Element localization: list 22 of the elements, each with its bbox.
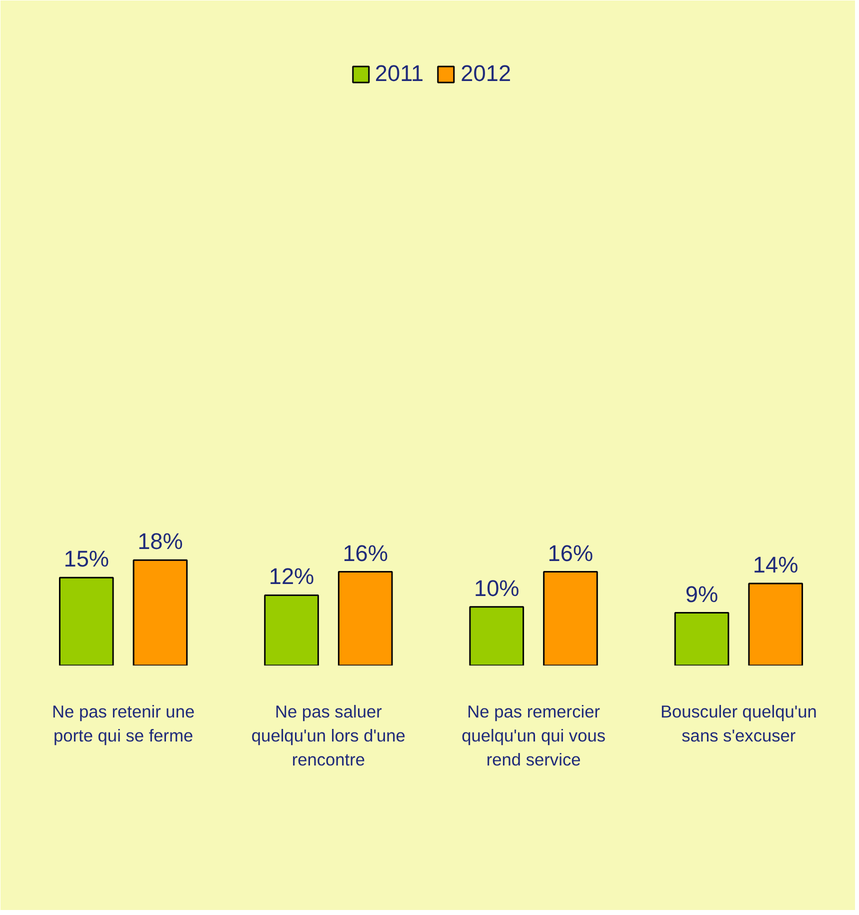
data-label: 14% <box>752 552 798 578</box>
data-label: 15% <box>64 546 110 572</box>
data-label: 9% <box>685 580 718 607</box>
legend-label: 2011 <box>374 60 424 87</box>
legend-label: 2012 <box>460 60 512 87</box>
data-label: 16% <box>548 540 594 566</box>
data-label: 12% <box>268 563 314 590</box>
data-label: 10% <box>474 574 520 601</box>
bar <box>469 606 524 666</box>
bar <box>543 571 598 666</box>
bar <box>338 571 393 666</box>
x-tick-label: Ne pas remercier quelqu'un qui vous rend service <box>462 702 606 770</box>
x-tick-label: Ne pas saluer quelqu'un lors d'une rencontre <box>251 702 406 770</box>
bar <box>748 582 804 666</box>
bar <box>58 576 114 666</box>
bar <box>132 559 188 666</box>
data-label: 16% <box>342 540 388 566</box>
x-tick-label: Bousculer quelqu'un sans s'excuser <box>660 702 817 746</box>
data-label: 18% <box>138 528 183 554</box>
bar <box>264 594 319 666</box>
x-tick-label: Ne pas retenir une porte qui se ferme <box>52 702 195 746</box>
bar <box>674 612 730 666</box>
